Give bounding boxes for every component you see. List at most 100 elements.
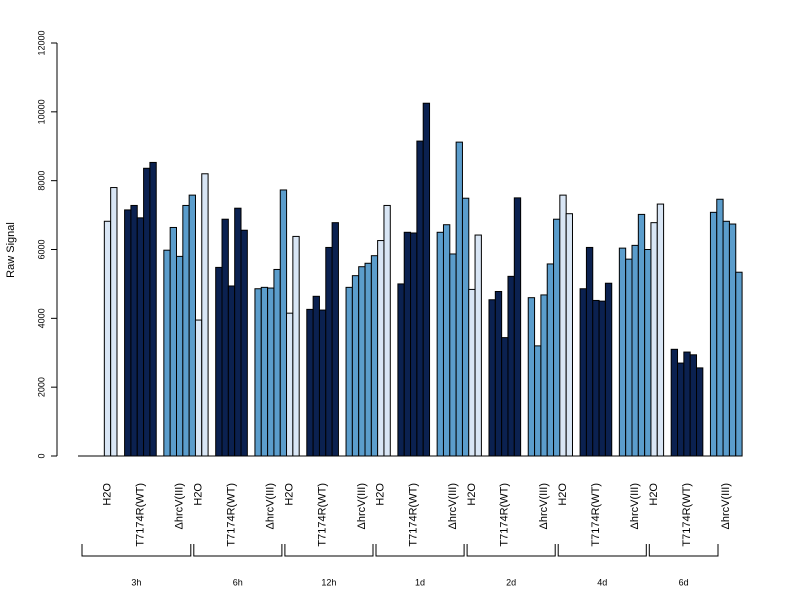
bar (194, 319, 203, 457)
bar (565, 213, 573, 457)
bar (436, 231, 444, 457)
y-axis: 0 2000 4000 6000 8000 10000 12000 (36, 30, 58, 459)
bar (501, 337, 509, 457)
condition-label: H2O (101, 483, 113, 506)
bar (306, 308, 314, 457)
bar (468, 288, 476, 457)
group-labels: 3h 6h 12h 1d 2d 4d 6d (131, 577, 688, 587)
y-tick-label: 2000 (36, 377, 46, 397)
bar (442, 224, 451, 457)
bar (474, 234, 482, 457)
bar (163, 249, 171, 457)
bar (644, 249, 652, 457)
condition-label: ΔhrcV(III) (720, 483, 732, 529)
bar (182, 204, 190, 457)
bar (598, 300, 606, 457)
bar (604, 282, 613, 457)
bar (461, 197, 470, 457)
y-tick-label: 8000 (36, 171, 46, 191)
group-label: 4d (597, 577, 607, 587)
bar (488, 299, 496, 457)
condition-label: H2O (375, 483, 387, 506)
bar (358, 266, 366, 457)
group-brackets (81, 544, 719, 557)
bar (331, 222, 339, 457)
bar (689, 354, 698, 457)
condition-label: ΔhrcV(III) (538, 483, 550, 529)
bar (716, 198, 724, 457)
group-bracket (193, 544, 283, 557)
bar (416, 140, 424, 457)
bar (124, 209, 132, 457)
bar (728, 223, 737, 457)
bar (553, 218, 561, 457)
condition-label: ΔhrcV(III) (265, 483, 277, 529)
group-bracket (648, 544, 719, 557)
bar (513, 197, 522, 457)
bar (397, 283, 405, 457)
group-bracket (284, 544, 374, 557)
condition-label: T7174R(WT) (408, 483, 420, 547)
condition-label: T7174R(WT) (134, 483, 146, 547)
bar (696, 367, 704, 457)
condition-label: H2O (557, 483, 569, 506)
bar (227, 285, 236, 457)
bar (318, 309, 327, 457)
y-tick-label: 10000 (36, 99, 46, 124)
bar (449, 253, 457, 457)
bar (377, 240, 385, 457)
bar (188, 194, 196, 457)
group-bracket (557, 544, 647, 557)
y-tick-label: 6000 (36, 239, 46, 259)
bar (286, 312, 294, 457)
group-label: 6d (679, 577, 689, 587)
bar (507, 275, 515, 457)
bar (149, 161, 157, 457)
condition-label: T7174R(WT) (681, 483, 693, 547)
condition-label: H2O (466, 483, 478, 506)
bar (273, 268, 281, 457)
condition-label: T7174R(WT) (590, 483, 602, 547)
condition-label: ΔhrcV(III) (356, 483, 368, 529)
bars (103, 102, 743, 457)
condition-label: H2O (193, 483, 205, 506)
bar (176, 255, 184, 457)
bar (267, 287, 275, 457)
condition-label: ΔhrcV(III) (629, 483, 641, 529)
bar (683, 351, 691, 457)
bar (221, 218, 229, 457)
bar (215, 266, 223, 457)
bar (260, 286, 269, 457)
condition-label: T7174R(WT) (499, 483, 511, 547)
group-bracket (81, 544, 192, 557)
bar (136, 217, 145, 457)
condition-label: H2O (284, 483, 296, 506)
y-tick-label: 4000 (36, 308, 46, 328)
group-bracket (375, 544, 465, 557)
group-label: 12h (321, 577, 336, 587)
bar (383, 204, 391, 457)
bar (592, 299, 600, 457)
bar (103, 220, 112, 457)
bar (143, 167, 151, 457)
condition-labels: H2O T7174R(WT) ΔhrcV(III) H2O T7174R(WT) Δhrc… (101, 483, 732, 547)
y-axis-label: Raw Signal (5, 222, 17, 278)
bar (722, 220, 730, 457)
group-label: 2d (506, 577, 516, 587)
bar (351, 275, 360, 457)
bar (534, 345, 542, 457)
bar (292, 235, 300, 457)
bar (618, 247, 627, 457)
y-tick-label: 0 (36, 453, 46, 458)
bar (410, 232, 418, 457)
bar (201, 173, 209, 457)
group-label: 3h (131, 577, 141, 587)
bar (650, 222, 658, 457)
bar (234, 207, 242, 457)
bar (169, 226, 177, 457)
bar (345, 286, 353, 457)
bar (585, 246, 594, 457)
bar (677, 362, 685, 457)
bar (422, 102, 431, 457)
bar (670, 348, 679, 457)
